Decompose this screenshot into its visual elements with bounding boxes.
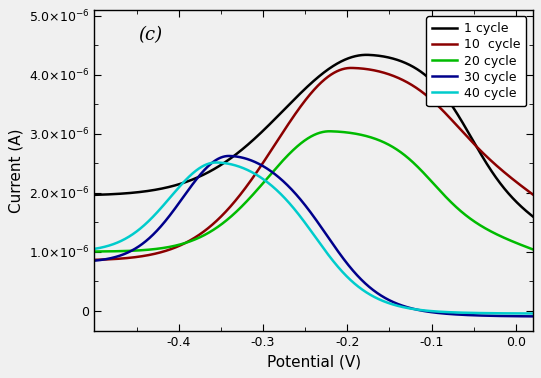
10  cycle (167, 247, 174, 252)
10  cycle (91, 257, 98, 262)
30 cycle (167, 212, 174, 217)
Line: 20 cycle: 20 cycle (95, 131, 533, 251)
1 cycle (259, 129, 266, 133)
20 cycle (474, 221, 480, 226)
Line: 10  cycle: 10 cycle (95, 68, 533, 260)
30 cycle (91, 259, 98, 263)
X-axis label: Potential (V): Potential (V) (267, 355, 361, 370)
20 cycle (141, 248, 148, 252)
10  cycle (141, 254, 148, 258)
10  cycle (474, 145, 480, 149)
Y-axis label: Current (A): Current (A) (8, 128, 23, 213)
10  cycle (278, 132, 285, 137)
20 cycle (521, 244, 527, 248)
30 cycle (530, 314, 536, 319)
1 cycle (530, 214, 536, 218)
30 cycle (259, 164, 266, 168)
1 cycle (91, 193, 98, 197)
20 cycle (278, 160, 285, 164)
30 cycle (474, 313, 480, 318)
10  cycle (530, 192, 536, 197)
Line: 40 cycle: 40 cycle (95, 163, 533, 313)
1 cycle (474, 145, 480, 150)
1 cycle (521, 207, 527, 212)
40 cycle (167, 195, 174, 200)
40 cycle (141, 223, 148, 227)
30 cycle (521, 314, 527, 319)
10  cycle (521, 186, 527, 190)
30 cycle (141, 240, 148, 245)
20 cycle (167, 245, 174, 249)
40 cycle (521, 311, 527, 316)
40 cycle (279, 193, 285, 197)
40 cycle (474, 311, 480, 315)
1 cycle (364, 53, 370, 57)
20 cycle (259, 181, 266, 186)
Line: 1 cycle: 1 cycle (95, 55, 533, 216)
Text: (c): (c) (138, 26, 162, 44)
Legend: 1 cycle, 10  cycle, 20 cycle, 30 cycle, 40 cycle: 1 cycle, 10 cycle, 20 cycle, 30 cycle, 4… (426, 16, 526, 106)
10  cycle (259, 161, 266, 166)
20 cycle (326, 129, 333, 133)
40 cycle (530, 311, 536, 316)
30 cycle (279, 178, 285, 182)
20 cycle (530, 247, 536, 252)
40 cycle (91, 246, 98, 251)
Line: 30 cycle: 30 cycle (95, 156, 533, 316)
30 cycle (226, 154, 232, 158)
1 cycle (167, 184, 174, 189)
20 cycle (91, 249, 98, 254)
1 cycle (141, 189, 148, 194)
40 cycle (259, 177, 266, 181)
10  cycle (348, 66, 354, 70)
40 cycle (213, 160, 219, 165)
1 cycle (278, 110, 285, 115)
